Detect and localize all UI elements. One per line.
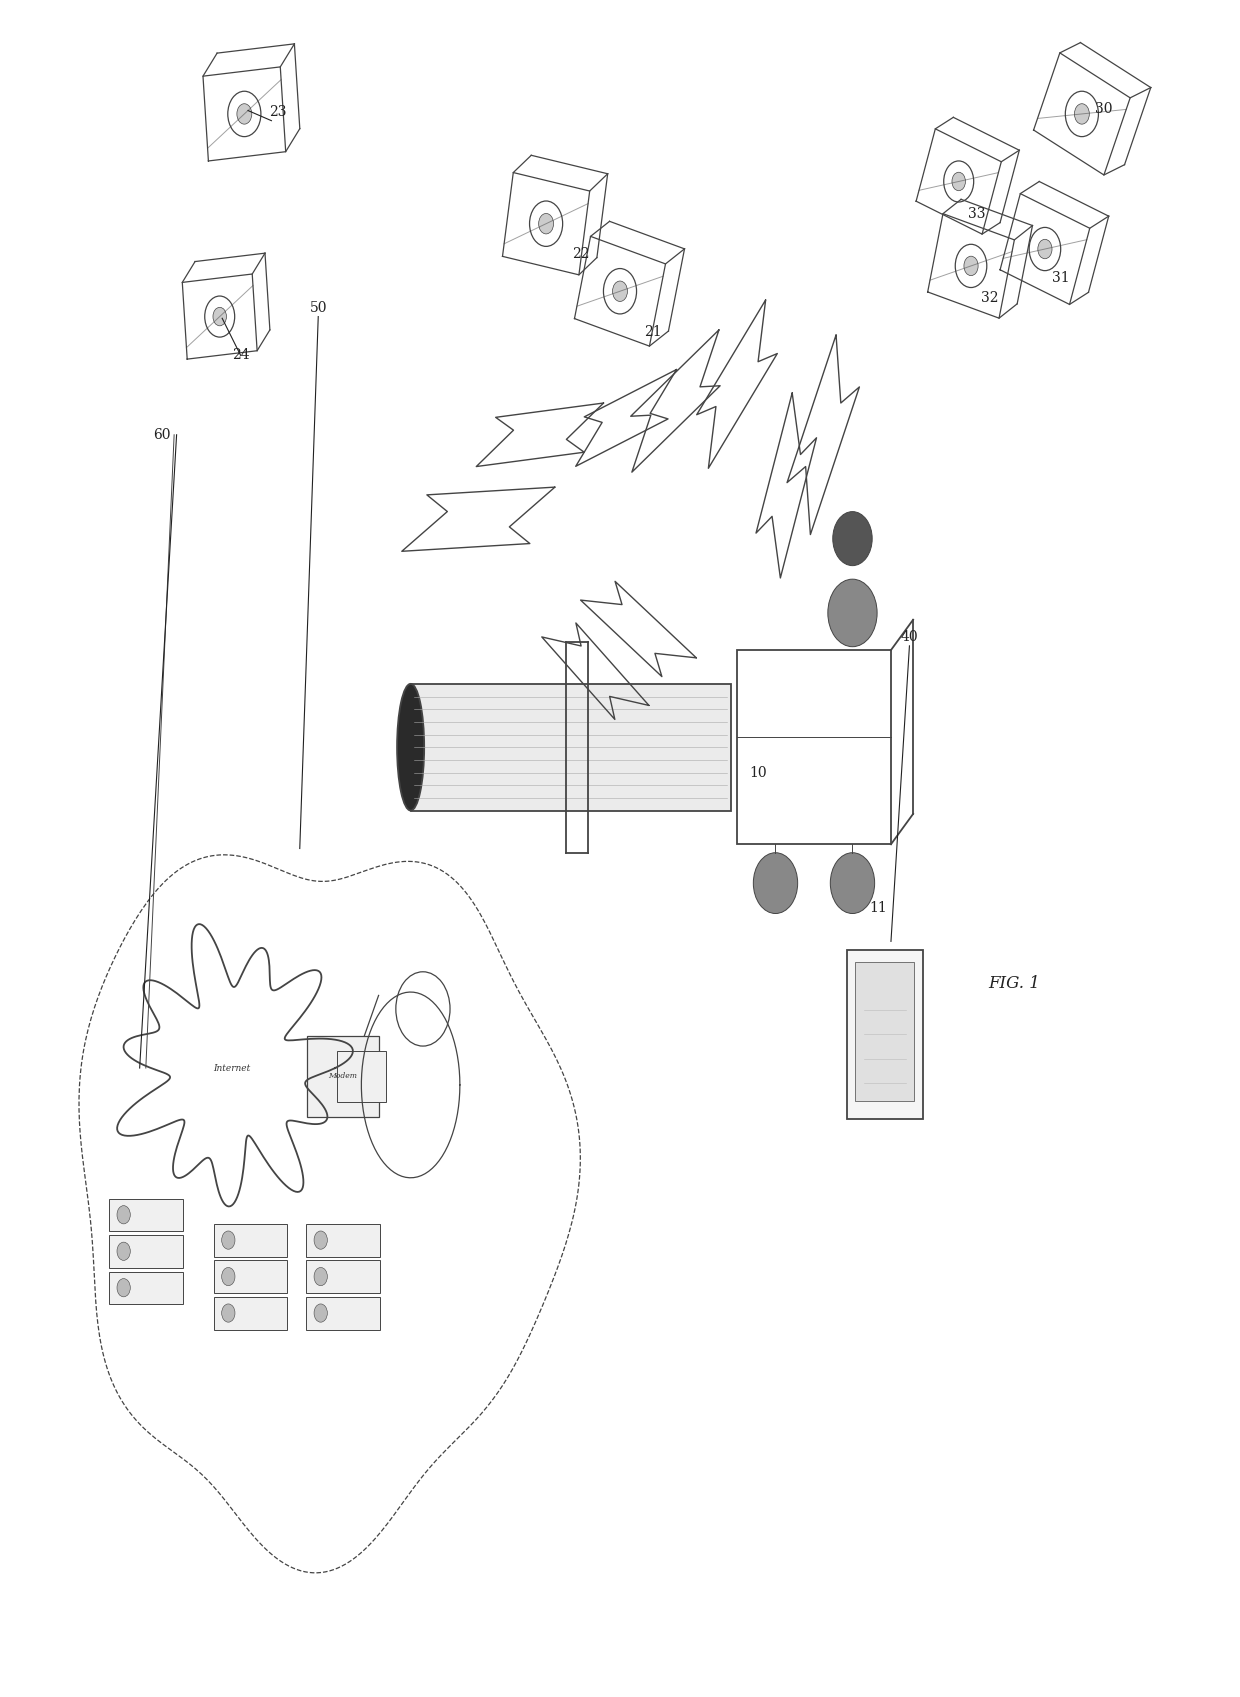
Circle shape [117,1242,130,1261]
Bar [306,1297,379,1330]
Circle shape [117,1278,130,1297]
Bar [109,1271,182,1305]
Text: Modem: Modem [329,1073,357,1081]
Ellipse shape [397,684,424,811]
Circle shape [754,852,797,913]
Text: 10: 10 [749,765,766,779]
Bar [856,962,914,1101]
Text: 40: 40 [900,630,919,645]
Bar [308,1035,378,1117]
Text: 31: 31 [1052,272,1070,285]
Text: Internet: Internet [213,1064,250,1073]
Text: 50: 50 [310,300,327,316]
Bar [306,1261,379,1293]
Circle shape [833,511,872,565]
Text: 30: 30 [1095,102,1112,115]
Text: 60: 60 [153,428,171,441]
Bar [410,684,730,811]
Bar [337,1050,386,1101]
Circle shape [222,1303,236,1322]
Circle shape [314,1268,327,1286]
Text: 33: 33 [968,207,986,221]
Circle shape [828,579,877,647]
Circle shape [314,1303,327,1322]
Circle shape [1074,104,1089,124]
Circle shape [117,1205,130,1224]
Circle shape [831,852,874,913]
Text: 21: 21 [645,324,662,339]
Bar [306,1224,379,1257]
Circle shape [237,104,252,124]
Circle shape [213,307,227,326]
Text: 23: 23 [269,105,286,119]
Circle shape [538,214,553,234]
Bar [213,1224,288,1257]
Circle shape [613,282,627,302]
Circle shape [314,1230,327,1249]
Bar [213,1297,288,1330]
Bar [737,650,892,845]
Text: 24: 24 [232,348,249,363]
Circle shape [222,1230,236,1249]
Circle shape [952,171,966,190]
Bar [109,1235,182,1268]
Circle shape [1038,239,1052,258]
Text: 22: 22 [572,248,589,261]
Circle shape [396,972,450,1045]
Bar [109,1198,182,1232]
Text: FIG. 1: FIG. 1 [988,976,1040,993]
Circle shape [963,256,978,275]
Bar [213,1261,288,1293]
Bar [847,950,923,1118]
Circle shape [222,1268,236,1286]
Text: 32: 32 [981,290,998,305]
Text: 11: 11 [869,901,888,915]
